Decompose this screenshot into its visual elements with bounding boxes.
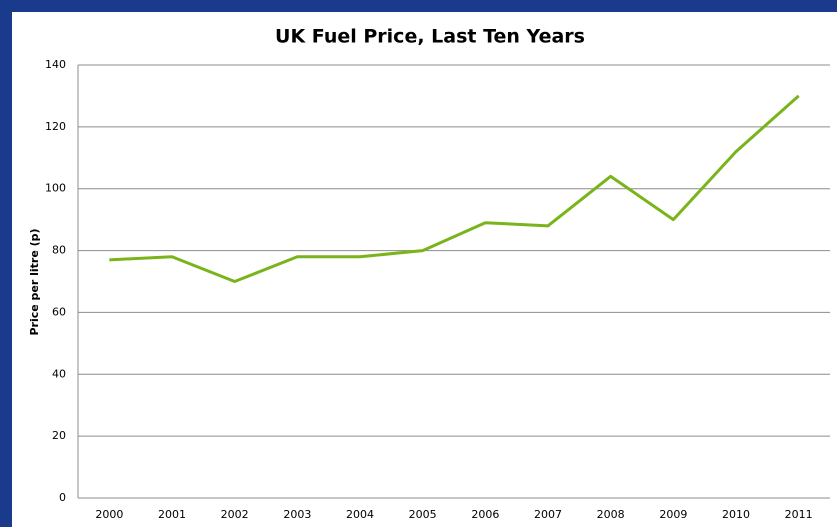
x-tick-label: 2009 [659,508,687,521]
line [109,94,800,283]
y-axis-label: Price per litre (p) [28,228,41,335]
y-tick-label: 0 [59,491,66,504]
y-tick-label: 60 [52,305,66,318]
y-tick-label: 100 [45,182,66,195]
y-tick-label: 20 [52,429,66,442]
x-tick-label: 2001 [158,508,186,521]
x-tick-label: 2006 [471,508,499,521]
chart-area [12,12,837,527]
x-tick-label: 2007 [534,508,562,521]
x-tick-label: 2002 [221,508,249,521]
y-tick-label: 40 [52,367,66,380]
x-tick-label: 2003 [283,508,311,521]
chart-title: UK Fuel Price, Last Ten Years [275,26,585,48]
x-tick-label: 2005 [409,508,437,521]
x-tick-label: 2000 [95,508,123,521]
x-tick-label: 2010 [722,508,750,521]
y-tick-label: 80 [52,244,66,257]
y-tick-label: 140 [45,58,66,71]
x-tick-label: 2004 [346,508,374,521]
x-tick-label: 2008 [597,508,625,521]
x-tick-label: 2011 [785,508,813,521]
y-tick-label: 120 [45,120,66,133]
